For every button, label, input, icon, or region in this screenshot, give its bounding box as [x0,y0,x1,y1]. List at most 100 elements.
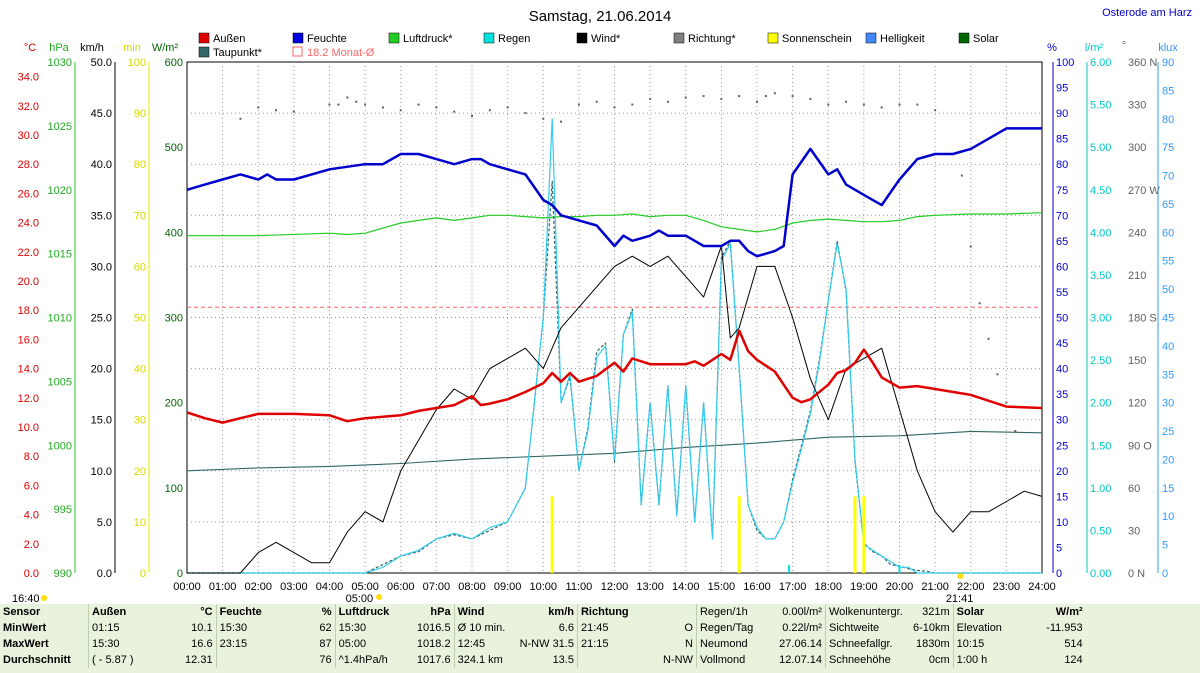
series-line-feuchte [186,127,1042,258]
sunshine-bar [853,496,857,573]
tick-label-rain: 1.00 [1090,483,1111,495]
tick-label-humidity: 60 [1056,261,1068,273]
maxwert-label: MaxWert [3,638,49,650]
tick-label-direction: 90 O [1128,440,1152,452]
tick-label-solar: 200 [165,398,183,410]
legend-label: Richtung* [688,33,736,45]
wind-avg10: 6.6 [558,622,574,634]
direction-point [969,245,972,248]
tick-label-lux: 10 [1162,511,1174,523]
tick-label-humidity: 50 [1056,313,1068,325]
markers: 05:00 21:41 16:40 [12,573,973,604]
legend-swatch [483,32,495,44]
axis-unit-sun_min: min [123,42,141,54]
location-label: Osterode am Harz [1102,7,1192,19]
legend-swatch [958,32,970,44]
tick-label-temp: 6.0 [24,480,39,492]
schneefall-label: Schneefallgr. [824,636,910,652]
tick-label-pressure: 990 [54,568,72,580]
tick-label-time: 16:00 [743,581,771,593]
tick-label-temp: 12.0 [18,393,39,405]
sunset-icon [957,573,964,579]
tick-label-wind: 35.0 [91,210,112,222]
tick-label-rain: 2.50 [1090,355,1111,367]
tick-label-lux: 60 [1162,227,1174,239]
tick-label-direction: 150 [1128,355,1146,367]
feuchte-avg: 76 [319,654,332,666]
axis-unit-lux: klux [1158,42,1178,54]
direction-point [560,120,563,123]
tick-label-direction: 0 N [1128,568,1145,580]
legend-swatch [767,32,779,44]
legend-label: Taupunkt* [213,47,263,59]
solar-header: Solar [952,604,1020,620]
solar-unit: W/m² [1055,606,1083,618]
durchschnitt-label: Durchschnitt [3,654,71,666]
tick-label-humidity: 25 [1056,440,1068,452]
tick-label-direction: 300 [1128,142,1146,154]
chart-title: Samstag, 21.06.2014 [529,8,672,25]
legend-swatch [292,32,304,44]
luftdruck-trend: ^1.4hPa/h [334,652,406,668]
tick-label-time: 15:00 [708,581,736,593]
richtung-r2: N [685,638,693,650]
solar-max-time: 10:15 [952,636,1020,652]
feuchte-header: Feuchte [215,604,269,620]
tick-label-sun_min: 0 [140,568,146,580]
tick-label-direction: 120 [1128,398,1146,410]
legend-label: 18.2 Monat-Ø [307,47,375,59]
tick-label-rain: 5.00 [1090,142,1111,154]
vollmond-value: 12.07.14 [779,654,822,666]
tick-label-humidity: 85 [1056,134,1068,146]
feuchte-unit: % [321,606,332,618]
tick-label-lux: 5 [1162,540,1168,552]
direction-point [542,117,545,120]
tick-label-direction: 360 N [1128,57,1157,69]
luftdruck-min-time: 15:30 [334,620,406,636]
regentag-value: 0.22l/m² [782,622,822,634]
tick-label-sun_min: 60 [134,261,146,273]
tick-label-rain: 5.50 [1090,100,1111,112]
legend-swatch [198,46,210,58]
tick-label-sun_min: 10 [134,517,146,529]
direction-point [346,96,349,99]
tick-label-lux: 45 [1162,313,1174,325]
statistics-table: Sensor Außen °C Feuchte % Luftdruck hPa … [0,604,1086,668]
sensor-header: Sensor [3,606,41,618]
tick-label-humidity: 65 [1056,236,1068,248]
direction-point [595,100,598,103]
tick-label-humidity: 75 [1056,185,1068,197]
sunshine-bar [862,496,866,573]
direction-point [364,103,367,106]
tick-label-humidity: 20 [1056,466,1068,478]
direction-point [239,117,242,120]
tick-label-rain: 0.50 [1090,525,1111,537]
neumond-value: 27.06.14 [779,638,822,650]
tick-label-rain: 2.00 [1090,398,1111,410]
wind-distance: 324.1 km [453,652,517,668]
tick-label-time: 13:00 [636,581,664,593]
direction-point [275,109,278,112]
direction-point [809,97,812,100]
sunset-label: 21:41 [946,593,974,604]
tick-label-sun_min: 40 [134,364,146,376]
series-line-wind [187,245,1043,574]
tick-label-time: 09:00 [494,581,522,593]
legend-swatch [865,32,877,44]
schneefall-value: 1830m [916,638,950,650]
richtung-avg-blank [576,652,642,668]
tick-label-temp: 4.0 [24,510,39,522]
tick-label-direction: 240 [1128,227,1146,239]
tick-label-humidity: 10 [1056,517,1068,529]
tick-label-time: 05:00 [351,581,379,593]
sun-icon [41,595,47,601]
tick-label-humidity: 45 [1056,338,1068,350]
direction-point [577,103,580,106]
tick-label-time: 20:00 [886,581,914,593]
tick-label-time: 22:00 [957,581,985,593]
tick-label-lux: 55 [1162,256,1174,268]
aussen-max: 16.6 [191,638,213,650]
luftdruck-max: 1018.2 [416,638,451,650]
aussen-avg-note: ( - 5.87 ) [87,652,137,668]
direction-point [845,100,848,103]
